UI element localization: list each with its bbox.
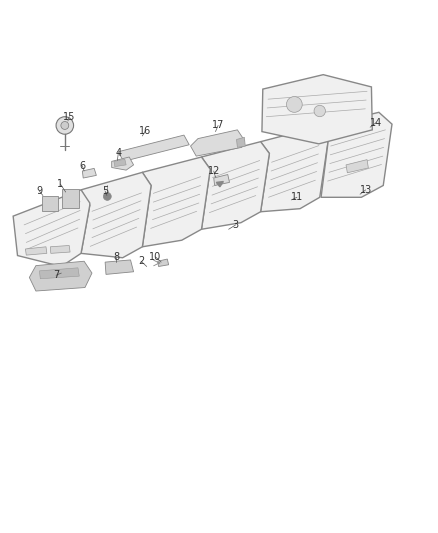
Polygon shape — [81, 172, 151, 258]
Polygon shape — [191, 130, 244, 156]
Polygon shape — [25, 247, 47, 255]
Circle shape — [286, 96, 302, 112]
Polygon shape — [105, 260, 134, 274]
Text: 2: 2 — [138, 256, 144, 266]
Text: 4: 4 — [115, 149, 121, 158]
Polygon shape — [29, 261, 92, 291]
Polygon shape — [114, 159, 126, 167]
Text: 11: 11 — [291, 192, 303, 203]
Text: 9: 9 — [36, 186, 42, 196]
Circle shape — [103, 192, 111, 200]
Polygon shape — [320, 112, 392, 197]
Text: 12: 12 — [208, 166, 220, 176]
Polygon shape — [39, 268, 79, 279]
Polygon shape — [214, 174, 230, 185]
Polygon shape — [158, 259, 169, 266]
Text: 8: 8 — [113, 252, 119, 262]
Text: 1: 1 — [57, 179, 64, 189]
Text: 14: 14 — [370, 118, 382, 128]
Polygon shape — [50, 246, 70, 253]
Polygon shape — [237, 138, 245, 147]
Polygon shape — [216, 182, 223, 187]
Circle shape — [56, 117, 74, 134]
Text: 16: 16 — [139, 126, 152, 136]
Polygon shape — [262, 75, 372, 144]
Text: 6: 6 — [79, 161, 85, 171]
Polygon shape — [201, 142, 269, 229]
Polygon shape — [118, 135, 189, 161]
Polygon shape — [142, 157, 210, 247]
Polygon shape — [13, 190, 90, 266]
Polygon shape — [346, 159, 368, 173]
Circle shape — [61, 122, 69, 130]
Text: 13: 13 — [360, 185, 372, 195]
Text: 10: 10 — [149, 252, 162, 262]
Text: 7: 7 — [53, 270, 59, 280]
Bar — [62, 189, 79, 208]
Bar — [42, 196, 58, 211]
Text: 15: 15 — [63, 112, 75, 122]
Polygon shape — [261, 126, 328, 212]
Polygon shape — [112, 157, 134, 170]
Polygon shape — [82, 168, 96, 178]
Text: 3: 3 — [233, 220, 239, 230]
Circle shape — [314, 106, 325, 117]
Text: 17: 17 — [212, 120, 224, 131]
Text: 5: 5 — [102, 186, 108, 196]
